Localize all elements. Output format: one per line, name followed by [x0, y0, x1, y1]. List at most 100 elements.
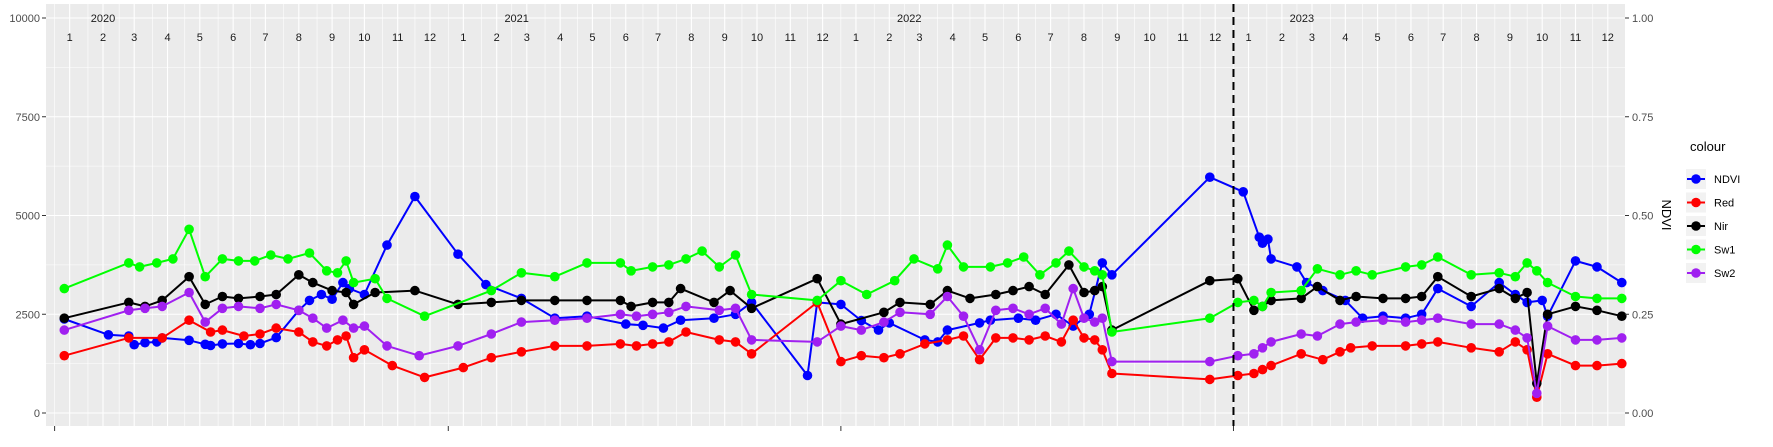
data-point-ndvi	[410, 191, 420, 202]
data-point-nir	[1510, 293, 1521, 304]
month-label: 8	[1474, 32, 1480, 44]
data-point-nir	[200, 299, 210, 310]
data-point-nir	[550, 295, 560, 306]
month-label: 10	[751, 32, 763, 44]
data-point-sw2	[1079, 313, 1089, 324]
data-point-sw1	[1296, 285, 1306, 296]
data-point-ndvi	[129, 339, 139, 350]
data-point-ndvi	[638, 320, 648, 331]
data-point-sw1	[168, 254, 178, 264]
data-point-nir	[1008, 285, 1018, 296]
data-point-nir	[1233, 273, 1243, 284]
data-point-sw1	[283, 254, 293, 264]
data-point-red	[1089, 335, 1100, 345]
data-point-red	[1335, 347, 1345, 357]
data-point-nir	[582, 295, 592, 306]
data-point-sw2	[925, 309, 935, 320]
month-label: 6	[230, 32, 236, 44]
month-label: 5	[982, 32, 988, 44]
data-point-sw2	[942, 291, 953, 302]
data-point-red	[1345, 343, 1356, 353]
data-point-sw2	[486, 329, 497, 339]
data-point-sw1	[1205, 313, 1215, 324]
legend-label-red: Red	[1714, 198, 1734, 210]
month-label: 5	[197, 32, 203, 44]
data-point-sw1	[1522, 258, 1532, 268]
data-point-ndvi	[1537, 295, 1547, 306]
data-point-ndvi	[338, 277, 348, 288]
legend: colour NDVI Red Nir Sw1 Sw2	[1686, 139, 1740, 283]
data-point-ndvi	[621, 319, 631, 329]
data-point-sw1	[615, 258, 626, 268]
y-left-tick-label: 10000	[9, 13, 40, 25]
data-point-nir	[341, 287, 351, 298]
y-left-tick-label: 2500	[16, 309, 40, 321]
data-point-red	[664, 337, 674, 347]
y-right-tick-label: 0.25	[1632, 309, 1653, 321]
data-point-red	[1079, 333, 1089, 343]
data-point-sw1	[1079, 262, 1089, 272]
y-axis-left: 0 2500 5000 7500 10000	[9, 13, 46, 420]
data-point-red	[615, 339, 626, 349]
data-point-sw2	[184, 287, 194, 298]
data-point-sw1	[958, 262, 969, 272]
data-point-sw1	[304, 248, 315, 258]
data-point-sw2	[974, 345, 985, 355]
data-point-sw1	[516, 268, 527, 278]
month-label: 3	[131, 32, 137, 44]
data-point-sw2	[1249, 349, 1259, 359]
data-point-red	[1592, 360, 1602, 371]
month-label: 5	[1375, 32, 1381, 44]
data-point-nir	[675, 283, 686, 294]
data-point-sw1	[134, 262, 145, 272]
y-axis-right: 0.00 0.25 0.50 0.75 1.00	[1625, 13, 1653, 420]
data-point-nir	[1312, 281, 1323, 292]
y-right-tick-label: 0.50	[1632, 211, 1653, 223]
data-point-sw2	[157, 301, 167, 312]
y-axis-right-title: NDVI	[1659, 199, 1674, 230]
data-point-sw1	[1089, 266, 1100, 276]
data-point-nir	[1249, 305, 1259, 316]
data-point-ndvi	[453, 249, 463, 259]
data-point-sw2	[550, 315, 560, 326]
data-point-sw2	[895, 307, 905, 318]
data-point-sw1	[1400, 262, 1411, 272]
legend-label-sw1: Sw1	[1714, 245, 1735, 257]
x-axis	[54, 426, 1234, 431]
data-point-red	[1205, 374, 1215, 385]
month-label: 6	[623, 32, 629, 44]
data-point-nir	[294, 270, 304, 280]
data-point-sw1	[233, 256, 244, 266]
data-point-sw2	[582, 313, 592, 324]
data-point-red	[1024, 335, 1034, 345]
data-point-sw2	[414, 350, 425, 361]
data-point-red	[714, 335, 725, 345]
data-point-ndvi	[709, 313, 719, 324]
data-point-sw1	[942, 240, 953, 250]
data-point-sw1	[1335, 270, 1345, 280]
data-point-ndvi	[233, 338, 244, 349]
month-label: 6	[1015, 32, 1021, 44]
data-point-red	[1617, 358, 1627, 369]
data-point-sw1	[249, 256, 260, 266]
data-point-red	[1570, 360, 1581, 371]
month-label: 2	[100, 32, 106, 44]
data-point-ndvi	[1013, 313, 1024, 324]
data-point-sw1	[1257, 301, 1268, 312]
data-point-sw2	[382, 341, 392, 351]
month-label: 12	[1602, 32, 1614, 44]
data-point-red	[1233, 370, 1243, 381]
data-point-sw1	[348, 277, 359, 288]
data-point-red	[1068, 315, 1078, 326]
data-point-ndvi	[1433, 283, 1443, 294]
data-point-sw1	[582, 258, 592, 268]
data-point-sw1	[1107, 327, 1117, 337]
data-point-nir	[965, 293, 975, 304]
data-point-red	[856, 350, 867, 361]
data-point-nir	[1494, 283, 1504, 294]
data-point-nir	[124, 297, 134, 308]
month-label: 4	[557, 32, 563, 44]
data-point-sw2	[453, 341, 463, 351]
data-point-red	[348, 352, 359, 363]
data-point-red	[308, 337, 318, 347]
